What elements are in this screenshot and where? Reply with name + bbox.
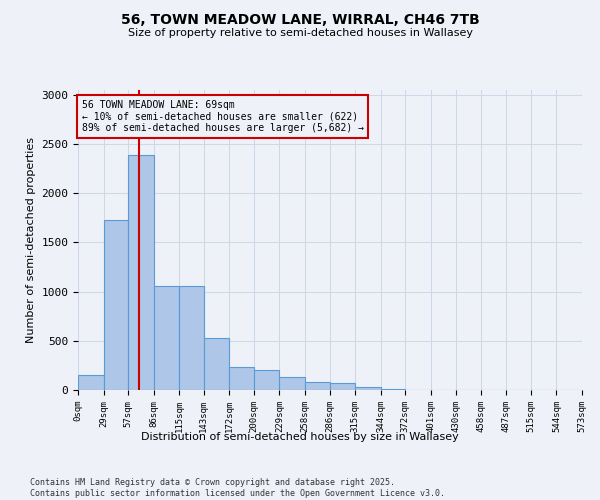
Bar — [104, 220, 128, 390]
Text: Distribution of semi-detached houses by size in Wallasey: Distribution of semi-detached houses by … — [141, 432, 459, 442]
Bar — [254, 370, 280, 390]
Bar — [280, 377, 305, 390]
Y-axis label: Number of semi-detached properties: Number of semi-detached properties — [26, 137, 36, 343]
Bar — [329, 383, 355, 390]
Bar — [78, 375, 104, 390]
Bar — [380, 389, 405, 390]
Bar — [204, 338, 229, 390]
Bar — [305, 382, 329, 390]
Text: 56, TOWN MEADOW LANE, WIRRAL, CH46 7TB: 56, TOWN MEADOW LANE, WIRRAL, CH46 7TB — [121, 12, 479, 26]
Bar — [179, 286, 204, 390]
Bar — [154, 286, 179, 390]
Text: Size of property relative to semi-detached houses in Wallasey: Size of property relative to semi-detach… — [128, 28, 473, 38]
Bar — [355, 387, 380, 390]
Bar — [229, 368, 254, 390]
Text: 56 TOWN MEADOW LANE: 69sqm
← 10% of semi-detached houses are smaller (622)
89% o: 56 TOWN MEADOW LANE: 69sqm ← 10% of semi… — [82, 100, 364, 133]
Text: Contains HM Land Registry data © Crown copyright and database right 2025.
Contai: Contains HM Land Registry data © Crown c… — [30, 478, 445, 498]
Bar — [128, 155, 154, 390]
